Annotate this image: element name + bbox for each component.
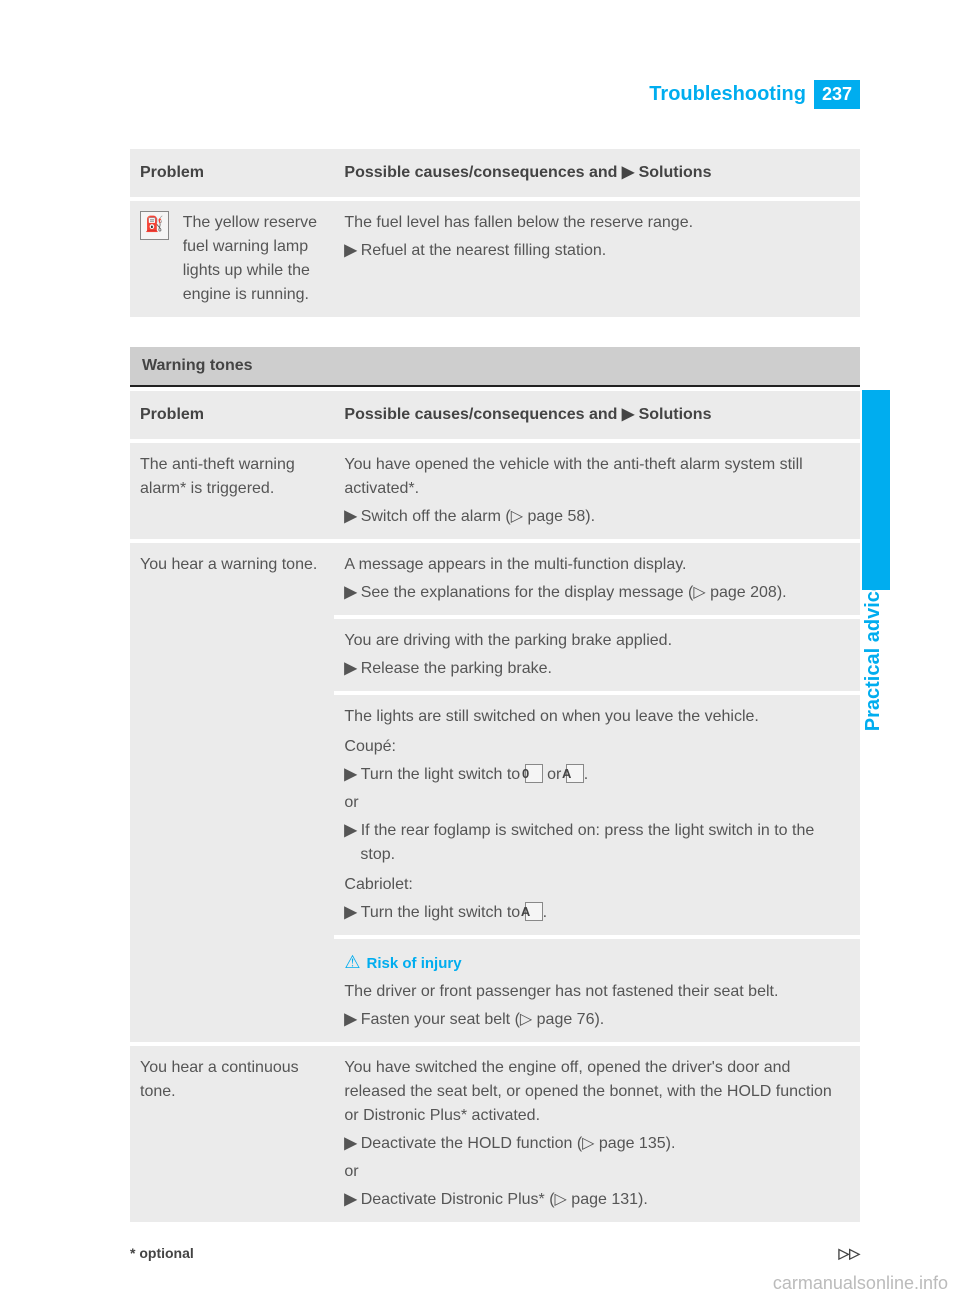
cause-text: You are driving with the parking brake a… <box>344 629 850 653</box>
action-text: Deactivate the HOLD function (▷ page 135… <box>361 1135 676 1152</box>
fuel-reserve-icon: ⛽ <box>140 211 169 240</box>
table-row: You hear a warning tone. A message appea… <box>130 541 860 617</box>
side-section-label: Practical advice <box>862 580 885 731</box>
table-row: You hear a continuous tone. You have swi… <box>130 1044 860 1222</box>
action-text-post: . <box>543 904 547 921</box>
action-text: See the explanations for the display mes… <box>361 584 787 601</box>
problem-text: You hear a continuous tone. <box>130 1044 334 1222</box>
problem-text: The yellow reserve fuel warning lamp lig… <box>183 211 325 307</box>
switch-position-0-icon: 0 <box>525 764 543 783</box>
continue-indicator: ▷▷ <box>838 1245 860 1262</box>
watermark: carmanualsonline.info <box>773 1273 948 1294</box>
page-footer: * optional ▷▷ <box>130 1245 860 1262</box>
th-problem: Problem <box>130 149 334 199</box>
switch-position-a-icon: A <box>525 902 543 921</box>
cause-text: The lights are still switched on when yo… <box>344 705 850 729</box>
section-heading-warning-tones: Warning tones <box>130 347 860 387</box>
action-text: Fasten your seat belt (▷ page 76). <box>361 1011 605 1028</box>
th-solution: Possible causes/consequences and ▶ Solut… <box>334 149 860 199</box>
cause-text: You have switched the engine off, opened… <box>344 1056 850 1128</box>
troubleshooting-table-1: Problem Possible causes/consequences and… <box>130 149 860 317</box>
action-text: Release the parking brake. <box>361 660 552 677</box>
action-line: ▶Turn the light switch to 0 or A. <box>344 763 850 787</box>
or-label: or <box>344 1160 850 1184</box>
or-label: or <box>344 791 850 815</box>
header-title: Troubleshooting <box>649 83 806 106</box>
th-problem: Problem <box>130 391 334 441</box>
optional-footnote: * optional <box>130 1245 194 1262</box>
switch-position-a-icon: A <box>566 764 584 783</box>
page-number: 237 <box>814 80 860 109</box>
problem-text: The anti-theft warning alarm* is trigger… <box>130 441 334 541</box>
cause-text: The fuel level has fallen below the rese… <box>344 211 850 235</box>
action-line: ▶Deactivate the HOLD function (▷ page 13… <box>344 1132 850 1156</box>
cause-text: The driver or front passenger has not fa… <box>344 980 850 1004</box>
risk-label: Risk of injury <box>367 955 462 972</box>
troubleshooting-table-2: Problem Possible causes/consequences and… <box>130 391 860 1222</box>
warning-triangle-icon: ⚠ <box>344 952 360 972</box>
side-tab-marker <box>862 390 890 590</box>
action-line: ▶Fasten your seat belt (▷ page 76). <box>344 1008 850 1032</box>
risk-of-injury-heading: ⚠ Risk of injury <box>344 949 850 976</box>
action-text-pre: Turn the light switch to <box>361 904 525 921</box>
action-text-post: . <box>584 766 588 783</box>
action-line: ▶Deactivate Distronic Plus* (▷ page 131)… <box>344 1188 850 1212</box>
coupe-label: Coupé: <box>344 735 850 759</box>
action-line: ▶Release the parking brake. <box>344 657 850 681</box>
action-line: ▶See the explanations for the display me… <box>344 581 850 605</box>
cause-text: A message appears in the multi-function … <box>344 553 850 577</box>
action-line: ▶Refuel at the nearest filling station. <box>344 239 850 263</box>
action-text: Deactivate Distronic Plus* (▷ page 131). <box>361 1191 648 1208</box>
cabriolet-label: Cabriolet: <box>344 873 850 897</box>
problem-text: You hear a warning tone. <box>130 541 334 1044</box>
action-text: Refuel at the nearest filling station. <box>361 242 606 259</box>
action-line: ▶Switch off the alarm (▷ page 58). <box>344 505 850 529</box>
action-text: Switch off the alarm (▷ page 58). <box>361 508 595 525</box>
action-text-pre: Turn the light switch to <box>361 766 525 783</box>
action-line: ▶If the rear foglamp is switched on: pre… <box>344 819 850 867</box>
page-header: Troubleshooting 237 <box>130 80 860 109</box>
action-text: If the rear foglamp is switched on: pres… <box>360 822 814 863</box>
action-line: ▶Turn the light switch to A. <box>344 901 850 925</box>
th-solution: Possible causes/consequences and ▶ Solut… <box>334 391 860 441</box>
table-row: The anti-theft warning alarm* is trigger… <box>130 441 860 541</box>
cause-text: You have opened the vehicle with the ant… <box>344 453 850 501</box>
table-row: ⛽ The yellow reserve fuel warning lamp l… <box>130 199 860 317</box>
